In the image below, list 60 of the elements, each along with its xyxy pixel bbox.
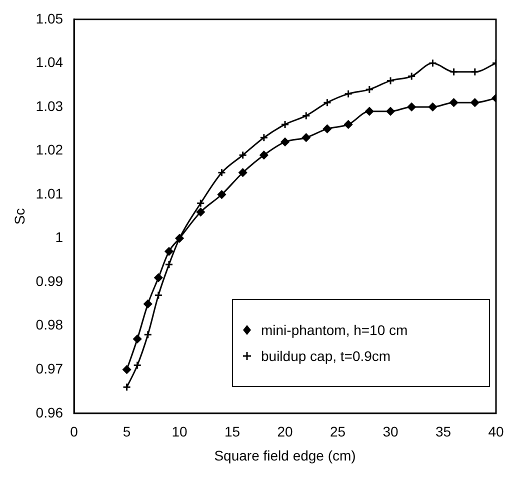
point (164, 247, 174, 256)
x-tick-label: 5 (122, 424, 131, 440)
x-tick-label: 40 (488, 424, 504, 440)
y-axis-title: Sc (11, 208, 28, 225)
x-tick-label: 10 (172, 424, 188, 440)
point (470, 68, 480, 76)
y-tick-label: 1.02 (36, 142, 64, 158)
point (407, 72, 416, 81)
point (196, 208, 205, 216)
x-tick-label: 25 (330, 424, 346, 440)
point (217, 168, 226, 177)
point (450, 98, 458, 107)
y-tick-label: 1 (55, 229, 64, 246)
point (133, 334, 142, 344)
point (260, 133, 268, 142)
point (133, 360, 142, 370)
y-tick-label: 0.97 (36, 360, 64, 376)
point (322, 124, 332, 134)
point (428, 58, 437, 68)
point (386, 107, 395, 116)
point (164, 260, 174, 269)
point (386, 76, 395, 85)
x-tick-label: 0 (70, 424, 78, 440)
point (365, 107, 374, 116)
point (407, 102, 416, 112)
point (196, 199, 205, 208)
point (450, 68, 458, 76)
point (428, 102, 437, 112)
y-tick-label: 1.01 (36, 185, 64, 202)
x-axis-title: Square field edge (cm) (214, 447, 356, 464)
y-tick-label: 0.96 (36, 404, 64, 420)
x-tick-label: 20 (277, 424, 294, 440)
point (238, 150, 248, 160)
point (122, 365, 132, 374)
y-tick-label: 1.03 (36, 98, 64, 114)
point (470, 98, 480, 107)
y-tick-label: 1.05 (36, 10, 64, 26)
point (344, 90, 353, 98)
x-tick-label: 30 (382, 424, 399, 440)
point (144, 300, 152, 308)
point (344, 120, 353, 129)
point (154, 273, 163, 282)
y-tick-label: 1.04 (36, 54, 64, 70)
point (302, 133, 310, 142)
point (144, 330, 152, 339)
point (260, 150, 268, 160)
point (154, 290, 163, 300)
legend-label: buildup cap, t=0.9cm (261, 348, 391, 364)
legend-label: mini-phantom, h=10 cm (261, 322, 408, 338)
point (365, 85, 374, 94)
point (280, 120, 290, 129)
y-tick-label: 0.99 (36, 272, 64, 289)
point (322, 98, 332, 107)
point (217, 190, 226, 199)
point (238, 168, 248, 177)
point (280, 138, 290, 146)
point (302, 111, 310, 120)
x-tick-label: 15 (224, 424, 240, 440)
y-tick-label: 0.98 (36, 316, 64, 333)
x-tick-label: 35 (435, 424, 452, 440)
